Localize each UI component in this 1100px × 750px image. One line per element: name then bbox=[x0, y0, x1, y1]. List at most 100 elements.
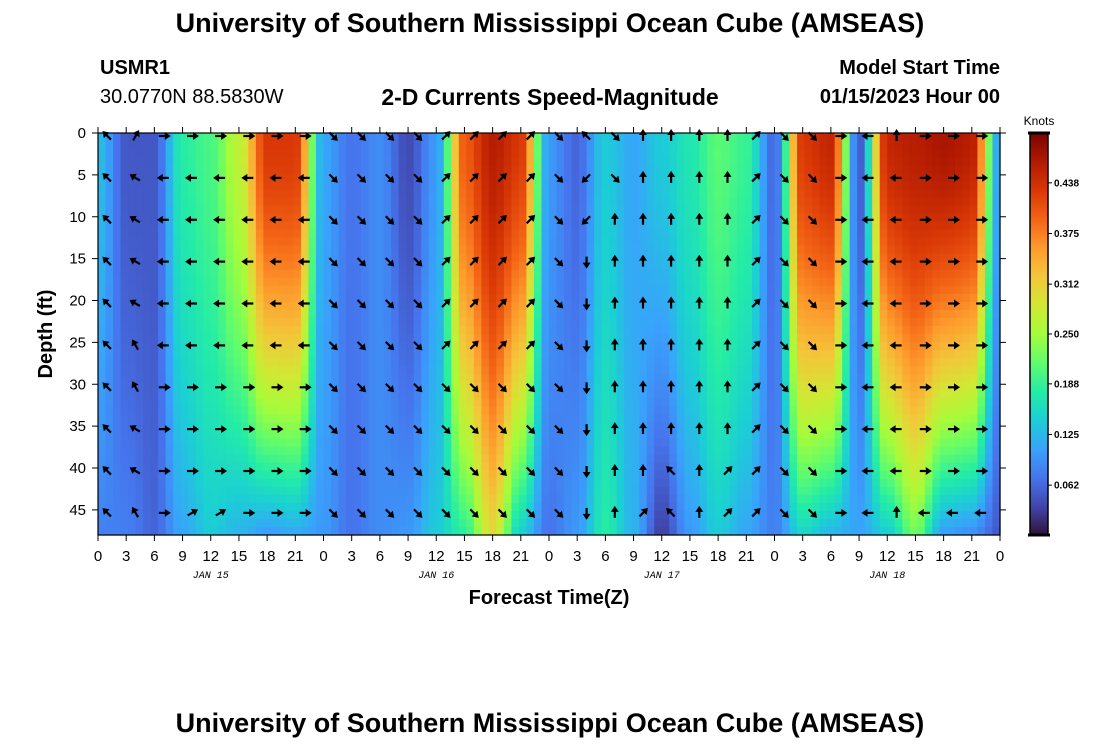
heatmap-cell bbox=[98, 446, 107, 456]
heatmap-cell bbox=[248, 157, 257, 166]
heatmap-cell bbox=[736, 229, 746, 239]
heatmap-cell bbox=[443, 205, 452, 214]
heatmap-cell bbox=[98, 237, 107, 247]
heatmap-cell bbox=[346, 438, 355, 448]
heatmap-cell bbox=[654, 221, 663, 231]
heatmap-cell bbox=[579, 245, 588, 255]
heatmap-cell bbox=[654, 213, 663, 223]
heatmap-cell bbox=[436, 317, 445, 327]
heatmap-cell bbox=[225, 189, 234, 198]
heatmap-cell bbox=[263, 478, 272, 488]
heatmap-cell bbox=[789, 358, 798, 367]
heatmap-cell bbox=[812, 253, 821, 263]
heatmap-cell bbox=[165, 197, 174, 206]
heatmap-cell bbox=[128, 205, 137, 214]
heatmap-cell bbox=[721, 229, 730, 239]
heatmap-cell bbox=[736, 261, 746, 271]
heatmap-cell bbox=[308, 277, 317, 287]
heatmap-cell bbox=[691, 430, 700, 440]
heatmap-cell bbox=[443, 446, 452, 456]
heatmap-cell bbox=[751, 526, 761, 536]
heatmap-cell bbox=[376, 494, 385, 504]
heatmap-cell bbox=[834, 325, 843, 335]
heatmap-cell bbox=[173, 317, 182, 327]
heatmap-cell bbox=[804, 526, 813, 536]
heatmap-cell bbox=[255, 157, 264, 166]
heatmap-cell bbox=[188, 454, 197, 464]
heatmap-cell bbox=[706, 454, 715, 464]
heatmap-cell bbox=[661, 301, 670, 311]
heatmap-cell bbox=[158, 237, 167, 247]
heatmap-cell bbox=[661, 502, 670, 512]
heatmap-cell bbox=[443, 165, 452, 174]
heatmap-cell bbox=[120, 157, 129, 166]
heatmap-cell bbox=[842, 462, 851, 472]
heatmap-cell bbox=[165, 325, 174, 335]
heatmap-cell bbox=[150, 301, 159, 311]
heatmap-cell bbox=[428, 181, 437, 190]
heatmap-cell bbox=[315, 334, 325, 343]
heatmap-cell bbox=[481, 398, 490, 407]
heatmap-cell bbox=[526, 478, 535, 488]
heatmap-cell bbox=[797, 502, 806, 512]
heatmap-cell bbox=[609, 293, 618, 303]
heatmap-cell bbox=[533, 261, 543, 271]
heatmap-cell bbox=[233, 229, 242, 239]
heatmap-cell bbox=[586, 374, 595, 383]
heatmap-cell bbox=[827, 366, 836, 375]
heatmap-cell bbox=[669, 309, 678, 319]
heatmap-cell bbox=[812, 422, 821, 432]
heatmap-cell bbox=[646, 470, 655, 480]
heatmap-cell bbox=[165, 245, 174, 255]
heatmap-cell bbox=[594, 237, 603, 247]
heatmap-cell bbox=[481, 518, 490, 528]
heatmap-cell bbox=[511, 157, 520, 166]
heatmap-cell bbox=[233, 494, 242, 504]
heatmap-cell bbox=[601, 229, 610, 239]
heatmap-cell bbox=[398, 133, 407, 142]
heatmap-cell bbox=[436, 382, 445, 391]
heatmap-cell bbox=[751, 494, 761, 504]
heatmap-cell bbox=[616, 189, 625, 198]
heatmap-cell bbox=[218, 334, 227, 343]
heatmap-cell bbox=[684, 157, 693, 166]
heatmap-cell bbox=[383, 253, 392, 263]
heatmap-cell bbox=[323, 141, 332, 150]
heatmap-cell bbox=[579, 237, 588, 247]
heatmap-cell bbox=[278, 229, 287, 239]
heatmap-cell bbox=[676, 197, 685, 206]
heatmap-cell bbox=[406, 205, 415, 214]
heatmap-cell bbox=[233, 510, 242, 520]
heatmap-cell bbox=[789, 446, 798, 456]
heatmap-cell bbox=[624, 470, 633, 480]
heatmap-cell bbox=[240, 165, 249, 174]
heatmap-cell bbox=[353, 494, 362, 504]
heatmap-cell bbox=[774, 390, 783, 399]
heatmap-cell bbox=[511, 366, 520, 375]
heatmap-cell bbox=[210, 197, 219, 206]
heatmap-cell bbox=[248, 510, 257, 520]
heatmap-cell bbox=[496, 173, 505, 182]
heatmap-cell bbox=[293, 261, 302, 271]
heatmap-cell bbox=[556, 438, 565, 448]
heatmap-cell bbox=[398, 149, 407, 158]
heatmap-cell bbox=[616, 462, 625, 472]
heatmap-cell bbox=[496, 406, 505, 415]
heatmap-cell bbox=[639, 149, 648, 158]
heatmap-cell bbox=[466, 518, 475, 528]
heatmap-cell bbox=[225, 221, 234, 231]
heatmap-cell bbox=[451, 157, 460, 166]
heatmap-cell bbox=[143, 325, 152, 335]
heatmap-cell bbox=[751, 438, 761, 448]
heatmap-cell bbox=[759, 390, 768, 399]
heatmap-cell bbox=[503, 422, 513, 432]
heatmap-cell bbox=[406, 494, 415, 504]
heatmap-cell bbox=[315, 478, 325, 488]
heatmap-cell bbox=[774, 398, 783, 407]
heatmap-cell bbox=[391, 478, 400, 488]
heatmap-cell bbox=[308, 293, 317, 303]
heatmap-cell bbox=[646, 317, 655, 327]
heatmap-cell bbox=[556, 518, 565, 528]
heatmap-cell bbox=[616, 293, 625, 303]
heatmap-cell bbox=[323, 317, 332, 327]
